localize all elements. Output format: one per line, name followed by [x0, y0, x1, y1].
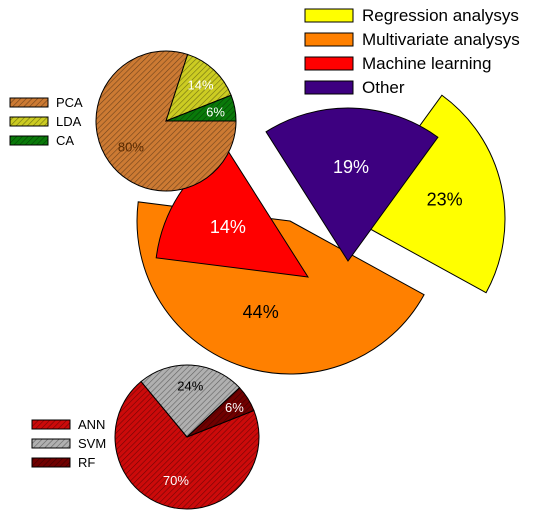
main-pie: [136, 94, 506, 375]
sub2-legend-swatch-svm: [31, 438, 71, 449]
main-slice-other: [265, 107, 439, 262]
legend-swatch-other: [304, 80, 354, 95]
sub2-legend-label-ann: ANN: [78, 417, 105, 432]
legend-label-multivariate-analysys: Multivariate analysys: [362, 30, 520, 49]
sub2-slice-svm: [140, 364, 241, 438]
sub1-slice-value-label-pca: 80%: [118, 140, 144, 155]
multivariate-breakdown-pie: [95, 50, 237, 192]
machine-learning-breakdown-labels: 70% 24% 6%: [163, 378, 244, 488]
sub2-slice-value-label-svm: 24%: [177, 378, 203, 393]
sub1-slice-lda: [165, 53, 232, 122]
main-pie-labels: 23% 44% 14% 19%: [210, 157, 463, 322]
multivariate-breakdown-legend: PCA LDA CA: [9, 95, 83, 148]
main-slice-value-label-other: 19%: [333, 157, 369, 177]
multivariate-breakdown-labels: 80% 14% 6%: [118, 77, 225, 154]
legend-label-machine-learning: Machine learning: [362, 54, 491, 73]
main-slice-regression-analysys: [351, 94, 506, 294]
legend-swatch-regression-analysys: [304, 8, 354, 23]
main-legend: Regression analysys Multivariate analysys…: [304, 6, 520, 97]
sub2-slice-rf: [186, 387, 255, 438]
legend-swatch-machine-learning: [304, 56, 354, 71]
legend-swatch-multivariate-analysys: [304, 32, 354, 47]
machine-learning-breakdown-pie: [114, 364, 260, 510]
sub1-legend-label-pca: PCA: [56, 95, 83, 110]
sub1-legend-swatch-lda: [9, 116, 49, 127]
legend-label-regression-analysys: Regression analysys: [362, 6, 519, 25]
sub1-legend-swatch-pca: [9, 97, 49, 108]
sub2-legend-swatch-ann: [31, 419, 71, 430]
machine-learning-breakdown-legend: ANN SVM RF: [31, 417, 106, 470]
sub2-slice-ann: [114, 380, 260, 510]
sub2-slice-value-label-rf: 6%: [225, 400, 244, 415]
sub1-legend-label-lda: LDA: [56, 114, 82, 129]
sub1-slice-value-label-lda: 14%: [187, 77, 213, 92]
sub2-legend-swatch-rf: [31, 457, 71, 468]
sub2-slice-value-label-ann: 70%: [163, 473, 189, 488]
sub2-legend-label-rf: RF: [78, 455, 95, 470]
sub1-legend-label-ca: CA: [56, 133, 74, 148]
main-slice-value-label-multivariate-analysys: 44%: [243, 302, 279, 322]
main-slice-value-label-regression-analysys: 23%: [427, 189, 463, 209]
main-slice-value-label-machine-learning: 14%: [210, 217, 246, 237]
sub1-slice-value-label-ca: 6%: [206, 105, 225, 120]
sub1-legend-swatch-ca: [9, 135, 49, 146]
sub2-legend-label-svm: SVM: [78, 436, 106, 451]
legend-label-other: Other: [362, 78, 405, 97]
sub1-slice-ca: [165, 94, 237, 122]
